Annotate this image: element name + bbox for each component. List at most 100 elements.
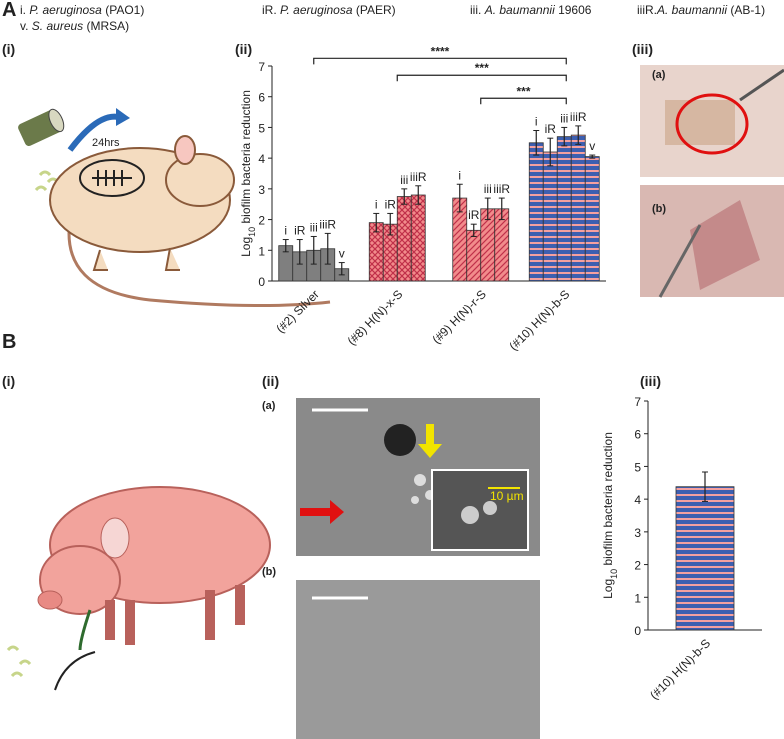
bar-label: v: [589, 139, 595, 153]
bar: [556, 136, 572, 282]
x-tick-label: (#10) H(N)-b-S: [506, 287, 572, 353]
y-tick-label: 1: [634, 591, 641, 605]
significance-bracket: [396, 74, 567, 82]
bar-label: iii: [484, 182, 492, 196]
error-bar: [324, 232, 331, 265]
bar-label: iiiR: [570, 110, 587, 124]
error-bar: [387, 212, 394, 236]
panel-label: (ii): [262, 373, 279, 389]
legend-item: iii. A. baumannii 19606: [470, 3, 592, 17]
error-bar: [338, 262, 345, 276]
bar: [675, 486, 735, 631]
legend-strain: 19606: [558, 3, 592, 17]
y-tick-label: 2: [634, 559, 641, 573]
timer-label: 24hrs: [92, 137, 120, 149]
significance-label: ***: [516, 84, 530, 98]
bar: [584, 156, 600, 282]
legend-strain: (MRSA): [87, 19, 130, 33]
legend-item: iR. P. aeruginosa (PAER): [262, 3, 396, 17]
error-bar: [575, 125, 582, 145]
bar-label: iiiR: [410, 170, 427, 184]
scale-label: 10 µm: [490, 489, 524, 503]
bar-label: iR: [385, 197, 397, 211]
y-label-main: Log: [239, 237, 253, 257]
error-bar: [373, 212, 380, 233]
legend-item: i. P. aeruginosa (PAO1): [20, 3, 144, 17]
y-label-sub: 10: [609, 569, 619, 579]
legend-item: v. S. aureus (MRSA): [20, 19, 129, 33]
error-bar: [470, 223, 477, 237]
x-tick-label: (#2) Silver: [273, 287, 322, 336]
bar-label: iii: [310, 220, 318, 234]
photo-label: (a): [652, 69, 666, 81]
bar-label: i: [284, 224, 287, 238]
y-tick-label: 5: [258, 121, 265, 135]
image-label: (a): [262, 400, 276, 412]
bar-label: i: [458, 168, 461, 182]
legend-species: P. aeruginosa: [29, 3, 102, 17]
bar-label: i: [375, 197, 378, 211]
legend-id: i.: [20, 3, 26, 17]
error-bar: [456, 183, 463, 213]
error-bar: [589, 154, 596, 159]
bar-label: iiiR: [319, 217, 336, 231]
significance-label: ***: [475, 61, 489, 75]
y-label-rest: biofilm bacteria reduction: [239, 90, 253, 227]
panel-label: (i): [2, 41, 15, 57]
y-axis-label: Log10 biofilm bacteria reduction: [239, 90, 257, 257]
y-label-sub: 10: [247, 227, 257, 237]
image-label: (b): [262, 566, 276, 578]
error-bar: [702, 471, 708, 502]
x-tick-label: (#10) H(N)-b-S: [647, 636, 713, 702]
sem-image-b: (b): [262, 566, 540, 739]
y-tick-label: 3: [258, 183, 265, 197]
legend-id: iii.: [470, 3, 481, 17]
legend-species: S. aureus: [32, 19, 83, 33]
legend-species: A. baumannii: [656, 3, 727, 17]
y-tick-label: 6: [634, 428, 641, 442]
panel-label: B: [2, 331, 16, 353]
mouse-illustration: 24hrs: [18, 108, 331, 308]
sem-image-a: 10 µm (a): [262, 398, 540, 556]
error-bar: [401, 188, 408, 205]
y-label-main: Log: [601, 579, 615, 599]
legend-strain: (PAER): [356, 3, 396, 17]
legend-id: v.: [20, 19, 28, 33]
error-bar: [547, 137, 554, 167]
bar: [528, 142, 544, 282]
panel-label: (iii): [640, 373, 661, 389]
y-tick-label: 7: [634, 395, 641, 409]
error-bar: [296, 239, 303, 265]
error-bar: [498, 197, 505, 221]
photo-b: (b): [640, 185, 784, 298]
y-tick-label: 0: [634, 624, 641, 638]
bar-label: v: [339, 247, 345, 261]
panel-label: (ii): [235, 41, 252, 57]
bar: [466, 229, 482, 282]
legend-species: A. baumannii: [484, 3, 555, 17]
error-bar: [415, 185, 422, 205]
significance-bracket: [313, 57, 567, 65]
significance-bracket: [480, 97, 567, 105]
panel-label: A: [2, 0, 16, 21]
y-tick-label: 4: [634, 493, 641, 507]
y-tick-label: 2: [258, 214, 265, 228]
error-bar: [310, 235, 317, 265]
bar-label: iR: [294, 224, 306, 238]
panel-label: (iii): [632, 41, 653, 57]
y-axis-label: Log10 biofilm bacteria reduction: [601, 432, 619, 599]
y-tick-label: 1: [258, 244, 265, 258]
bar-label: iR: [468, 208, 480, 222]
y-label-rest: biofilm bacteria reduction: [601, 432, 615, 569]
legend-strain: (PAO1): [105, 3, 144, 17]
error-bar: [561, 126, 568, 147]
bar-label: iii: [560, 111, 568, 125]
x-tick-label: (#9) H(N)-r-S: [429, 287, 488, 346]
bar-label: iR: [545, 122, 557, 136]
error-bar: [533, 130, 540, 156]
y-tick-label: 0: [258, 275, 265, 289]
bar: [570, 134, 586, 282]
y-tick-label: 3: [634, 526, 641, 540]
bar-label: iiiR: [493, 182, 510, 196]
